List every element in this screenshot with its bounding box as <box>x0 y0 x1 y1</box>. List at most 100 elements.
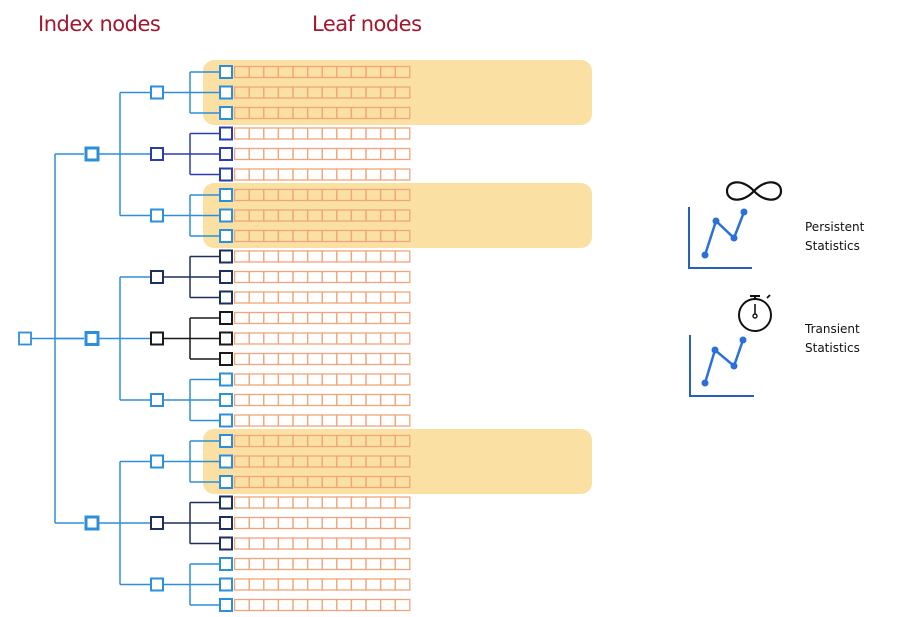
leaf-cell <box>308 149 323 160</box>
leaf-cell <box>322 395 337 406</box>
leaf-node-header <box>220 107 232 119</box>
leaf-cell <box>278 395 293 406</box>
leaf-cell <box>235 415 250 426</box>
leaf-cell <box>381 559 396 570</box>
leaf-node-header <box>220 353 232 365</box>
leaf-cell <box>351 518 366 529</box>
leaf-cell <box>337 169 352 180</box>
leaf-cell <box>278 333 293 344</box>
leaf-cell <box>337 251 352 262</box>
leaf-cell <box>264 497 279 508</box>
leaf-cell <box>293 313 308 324</box>
index-node-level2 <box>151 456 163 468</box>
leaf-cell <box>308 538 323 549</box>
leaf-cell <box>264 149 279 160</box>
leaf-cell <box>351 559 366 570</box>
leaf-cell <box>293 149 308 160</box>
leaf-node-header <box>220 333 232 345</box>
index-node-level2 <box>151 394 163 406</box>
leaf-cell <box>264 251 279 262</box>
leaf-cell <box>381 538 396 549</box>
leaf-cell <box>395 169 410 180</box>
leaf-cell <box>264 128 279 139</box>
leaf-node-header <box>220 456 232 468</box>
transient-label-line2: Statistics <box>805 339 860 358</box>
leaf-cell <box>308 559 323 570</box>
leaf-cell <box>381 600 396 611</box>
leaf-cell <box>351 579 366 590</box>
leaf-cell <box>351 600 366 611</box>
leaf-node-header <box>220 476 232 488</box>
leaf-cell <box>337 272 352 283</box>
leaf-cell <box>381 374 396 385</box>
leaf-cell <box>366 518 381 529</box>
leaf-cell <box>395 579 410 590</box>
leaf-cell <box>322 251 337 262</box>
leaf-cell <box>322 374 337 385</box>
leaf-cell <box>264 292 279 303</box>
leaf-cell <box>351 374 366 385</box>
leaf-cell <box>235 374 250 385</box>
leaf-cell <box>366 149 381 160</box>
leaf-cell <box>235 600 250 611</box>
leaf-cell <box>337 149 352 160</box>
leaf-node-header <box>220 169 232 181</box>
leaf-cell <box>264 374 279 385</box>
root-index-node <box>19 333 31 345</box>
leaf-cell <box>249 313 264 324</box>
index-nodes-heading: Index nodes <box>38 12 160 36</box>
leaf-cell <box>278 518 293 529</box>
transient-chart-point <box>731 363 738 370</box>
leaf-cell <box>264 313 279 324</box>
leaf-cell <box>235 251 250 262</box>
leaf-node-header <box>220 312 232 324</box>
leaf-cell <box>351 169 366 180</box>
leaf-cell <box>264 415 279 426</box>
transient-statistics-label: Transient Statistics <box>805 320 860 358</box>
leaf-cell <box>235 292 250 303</box>
index-node-level2 <box>151 517 163 529</box>
leaf-cell <box>278 579 293 590</box>
leaf-cell <box>322 354 337 365</box>
transient-chart-point <box>712 347 719 354</box>
leaf-cell <box>264 272 279 283</box>
leaf-cell <box>366 169 381 180</box>
leaf-cell <box>235 333 250 344</box>
transient-chart-point <box>740 337 747 344</box>
leaf-cell <box>278 497 293 508</box>
leaf-cell <box>395 518 410 529</box>
persistent-label-line1: Persistent <box>805 218 864 237</box>
leaf-cell <box>351 538 366 549</box>
leaf-cell <box>308 415 323 426</box>
leaf-cell <box>308 169 323 180</box>
leaf-cell <box>235 497 250 508</box>
leaf-cell <box>278 251 293 262</box>
leaf-cell <box>293 497 308 508</box>
leaf-cell <box>366 292 381 303</box>
leaf-node-header <box>220 497 232 509</box>
leaf-cell <box>235 128 250 139</box>
leaf-node-header <box>220 148 232 160</box>
leaf-cell <box>293 600 308 611</box>
leaf-cell <box>322 579 337 590</box>
leaf-cell <box>308 333 323 344</box>
leaf-cell <box>351 292 366 303</box>
leaf-cell <box>337 292 352 303</box>
leaf-cell <box>337 374 352 385</box>
leaf-cell <box>293 538 308 549</box>
leaf-cell <box>278 149 293 160</box>
leaf-cell <box>278 169 293 180</box>
transient-statistics-icon <box>690 295 771 396</box>
leaf-cell <box>249 497 264 508</box>
leaf-cell <box>278 559 293 570</box>
leaf-cell <box>249 149 264 160</box>
leaf-cell <box>293 415 308 426</box>
leaf-cell <box>249 169 264 180</box>
leaf-node-header <box>220 435 232 447</box>
leaf-cell <box>322 559 337 570</box>
leaf-cell <box>351 415 366 426</box>
leaf-node-header <box>220 394 232 406</box>
leaf-cell <box>264 559 279 570</box>
leaf-cell <box>264 579 279 590</box>
